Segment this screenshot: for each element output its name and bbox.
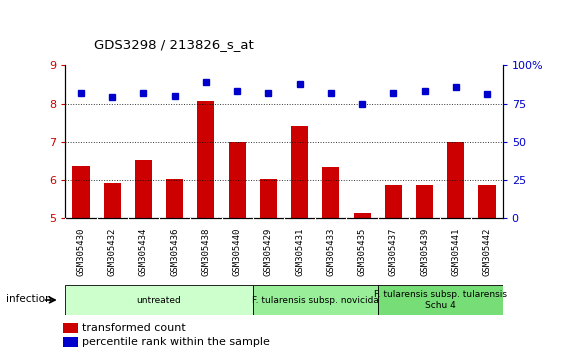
Text: GSM305429: GSM305429: [264, 227, 273, 275]
Text: infection: infection: [6, 294, 51, 304]
Text: GSM305436: GSM305436: [170, 227, 179, 275]
Bar: [72, 166, 90, 218]
Text: GSM305441: GSM305441: [452, 227, 460, 275]
Bar: [63, 323, 78, 333]
Text: GSM305434: GSM305434: [139, 227, 148, 275]
Bar: [447, 142, 465, 218]
Bar: [197, 101, 215, 218]
Bar: [103, 183, 121, 218]
Bar: [322, 167, 340, 218]
Bar: [253, 285, 378, 315]
Text: untreated: untreated: [137, 296, 181, 304]
Text: GSM305437: GSM305437: [389, 227, 398, 275]
Bar: [478, 184, 496, 218]
Bar: [260, 179, 277, 218]
Text: percentile rank within the sample: percentile rank within the sample: [82, 337, 269, 347]
Bar: [135, 160, 152, 218]
Text: GSM305432: GSM305432: [108, 227, 116, 275]
Text: GSM305435: GSM305435: [358, 227, 366, 275]
Text: GSM305442: GSM305442: [483, 227, 491, 275]
Text: GSM305430: GSM305430: [77, 227, 85, 275]
Text: F. tularensis subsp. novicida: F. tularensis subsp. novicida: [252, 296, 379, 304]
Bar: [385, 185, 402, 218]
Bar: [416, 185, 433, 218]
Bar: [65, 285, 253, 315]
Text: GSM305440: GSM305440: [233, 227, 241, 275]
Text: F. tularensis subsp. tularensis
Schu 4: F. tularensis subsp. tularensis Schu 4: [374, 290, 507, 310]
Text: GDS3298 / 213826_s_at: GDS3298 / 213826_s_at: [94, 38, 253, 51]
Bar: [353, 213, 371, 218]
Bar: [378, 285, 503, 315]
Bar: [166, 179, 183, 218]
Text: GSM305431: GSM305431: [295, 227, 304, 275]
Text: GSM305439: GSM305439: [420, 227, 429, 275]
Bar: [291, 126, 308, 218]
Text: GSM305438: GSM305438: [202, 227, 210, 275]
Text: GSM305433: GSM305433: [327, 227, 335, 275]
Bar: [63, 337, 78, 347]
Text: transformed count: transformed count: [82, 323, 185, 333]
Bar: [228, 142, 246, 218]
